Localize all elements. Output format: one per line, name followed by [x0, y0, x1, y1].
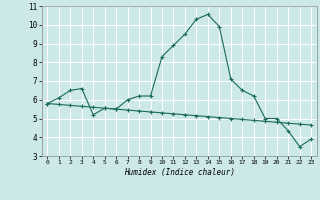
- X-axis label: Humidex (Indice chaleur): Humidex (Indice chaleur): [124, 168, 235, 177]
